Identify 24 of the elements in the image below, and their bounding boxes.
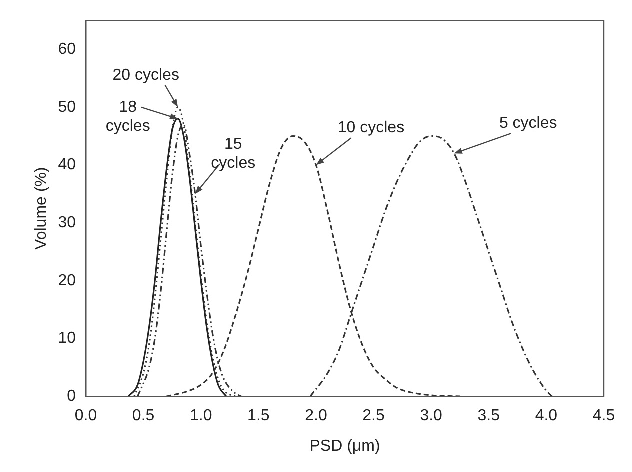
y-tick-label: 50 — [58, 98, 76, 116]
x-tick-label: 1.5 — [248, 408, 270, 425]
y-tick-label: 40 — [58, 156, 76, 174]
y-tick-label: 10 — [58, 330, 76, 348]
x-tick-label: 1.0 — [190, 408, 212, 425]
x-tick-label: 4.5 — [592, 408, 616, 425]
x-tick-label: 0.0 — [74, 408, 98, 425]
annotation: 20 cycles — [112, 66, 180, 84]
annotation: 10 cycles — [338, 120, 405, 137]
x-tick-label: 2.5 — [362, 408, 385, 425]
x-tick-label: 3.5 — [478, 408, 500, 425]
annotation: 15 cycles — [211, 136, 256, 172]
x-tick-label: 3.0 — [420, 408, 443, 425]
annotation: 18 cycles — [106, 98, 150, 135]
y-tick-label: 0 — [67, 388, 76, 406]
y-tick-label: 20 — [58, 272, 76, 290]
annotation: 5 cycles — [499, 115, 558, 132]
y-tick-label: 60 — [58, 40, 76, 58]
x-tick-label: 0.5 — [132, 408, 155, 425]
x-tick-label: 4.0 — [535, 408, 558, 425]
x-tick-label: 2.0 — [305, 408, 328, 425]
y-axis-title: Volume (%) — [33, 167, 50, 250]
y-tick-label: 30 — [58, 214, 76, 232]
x-axis-title: PSD (μm) — [310, 438, 380, 455]
